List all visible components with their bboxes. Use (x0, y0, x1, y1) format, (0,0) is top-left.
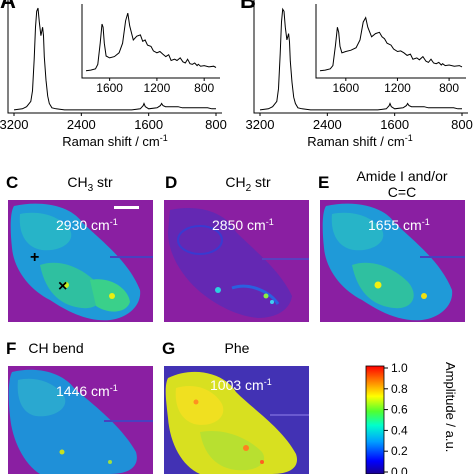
panel-b-inset-tick-label: 800 (439, 81, 459, 95)
panel-c-wavenumber: 2930 cm-1 (56, 217, 118, 233)
panel-g-wavenumber: 1003 cm-1 (210, 377, 272, 393)
panel-a-series-line (13, 7, 216, 111)
image-panel-c: + × 2930 cm-1 (8, 200, 153, 322)
panel-b-inset-tick-label: 1200 (384, 81, 411, 95)
panel-b-inset-frame (315, 4, 466, 79)
panel-c-crosshair-x: × (58, 278, 67, 295)
colorbar-tick-label: 0.6 (391, 403, 408, 417)
colorbar: 1.0 0.8 0.6 0.4 0.2 0.0 Amplitude / a.u. (365, 361, 458, 474)
colorbar-tick-label: 1.0 (391, 361, 408, 375)
panel-a-xlabel: Raman shift / cm-1 (62, 133, 168, 149)
panel-b-inset-tick-label: 1600 (332, 81, 359, 95)
colorbar-tick-label: 0.8 (391, 382, 408, 396)
panel-b-xlabel: Raman shift / cm-1 (307, 133, 413, 149)
panel-letter-b: B (240, 0, 256, 13)
panel-a-tick-label: 1600 (134, 117, 163, 132)
colorbar-gradient (365, 365, 385, 474)
panel-e-title: Amide I and/or (356, 168, 447, 184)
panel-c-crosshair-plus: + (30, 249, 39, 266)
panel-a-axis (7, 0, 222, 114)
panel-b-tick-label: 3200 (246, 117, 275, 132)
image-panel-f: 1446 cm-1 (8, 366, 153, 474)
colorbar-label: Amplitude / a.u. (443, 362, 458, 452)
panel-e-title-line2: C=C (388, 184, 416, 200)
panel-e-wavenumber: 1655 cm-1 (368, 217, 430, 233)
panel-letter-e: E (318, 173, 329, 192)
panel-f-wavenumber: 1446 cm-1 (56, 383, 118, 399)
colorbar-tick-label: 0.0 (391, 465, 408, 474)
panel-a-inset-tick-label: 800 (194, 81, 214, 95)
scale-bar (114, 206, 139, 209)
panel-a-tick-label: 2400 (67, 117, 96, 132)
panel-a-inset-tick-label: 1200 (144, 81, 171, 95)
colorbar-tick-label: 0.2 (391, 444, 408, 458)
panel-a-tick-label: 3200 (0, 117, 28, 132)
panel-b-series-line (259, 7, 462, 111)
panel-a-inset-series-line (85, 12, 217, 72)
image-panel-d: 2850 cm-1 (164, 200, 309, 322)
panel-letter-d: D (165, 173, 177, 192)
panel-b-tick-label: 1600 (380, 117, 409, 132)
panel-f-title: CH bend (28, 340, 83, 356)
panel-b-spectrum: 3200 2400 1600 800 1600 1200 800 Raman shift … (246, 0, 473, 149)
panel-letter-f: F (6, 339, 16, 358)
colorbar-tick-label: 0.4 (391, 423, 408, 437)
panel-a-tick-label: 800 (205, 117, 227, 132)
panel-g-title: Phe (225, 340, 250, 356)
panel-a-inset-tick-label: 1600 (96, 81, 123, 95)
panel-a-inset-frame (81, 4, 220, 79)
panel-b-tick-label: 800 (451, 117, 473, 132)
panel-d-title: CH2 str (225, 174, 271, 194)
panel-letter-c: C (6, 173, 18, 192)
panel-a-spectrum: 3200 2400 1600 800 1600 1200 800 Raman shift … (0, 0, 227, 149)
image-panel-e: 1655 cm-1 (320, 200, 465, 322)
panel-c-title: CH3 str (67, 174, 113, 194)
panel-d-wavenumber: 2850 cm-1 (212, 217, 274, 233)
panel-b-inset-series-line (319, 16, 463, 72)
panel-letter-g: G (162, 339, 175, 358)
panel-b-axis (253, 0, 468, 114)
image-panel-g: 1003 cm-1 (164, 366, 309, 474)
panel-b-tick-label: 2400 (313, 117, 342, 132)
